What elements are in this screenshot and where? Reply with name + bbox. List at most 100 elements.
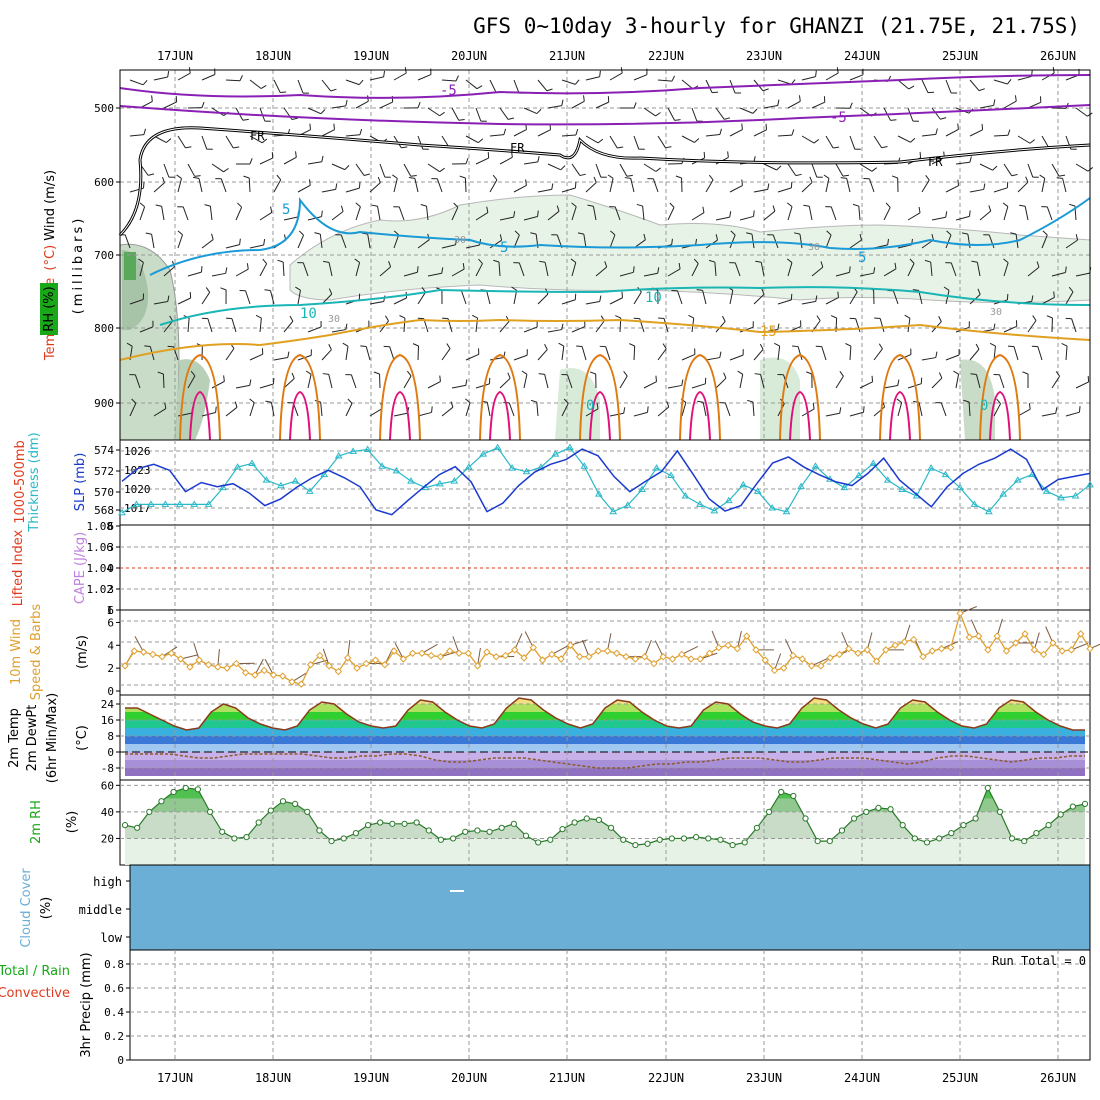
axis-tick-label: 0.6 [104,982,124,995]
wind-barb-shaft [513,184,527,193]
wind-barb-shaft [643,163,657,172]
wind-barb-flag [694,138,700,143]
wind-barb-flag [754,373,761,375]
wind-barb-flag [420,204,427,207]
wind-barb-flag [393,230,400,236]
wind-barb-flag [723,372,727,379]
wind-barb-shaft [955,161,970,165]
wind-barb-flag [261,138,268,144]
wind-barb-shaft [369,76,384,81]
wind10-speed-point [436,653,445,661]
wind-barb-flag [243,175,250,179]
wind-barb-shaft [345,346,349,361]
wind-barb-shaft [379,320,389,333]
wind-barb-shaft [177,135,186,149]
isotherm-25-cell [889,390,911,441]
wind-barb-shaft [451,207,459,221]
wind-barb-shaft [513,129,527,137]
wind-barb-shaft [153,182,165,193]
wind-barb-shaft [702,402,707,417]
wind10-speed-point [464,649,473,657]
wind-barb-flag [583,95,585,102]
wind10-speed-point [446,647,454,655]
wind10-barb [903,624,911,643]
precip-gridlines [130,950,1090,1060]
wind-barb-shaft [787,100,801,109]
axis-tick-label: 0 [117,1054,124,1067]
wind10-speed-point [473,662,482,670]
wind-barb-shaft [630,178,635,193]
wind-barb-shaft [873,348,883,361]
wind-barb-flag [556,205,560,212]
wind-barb-flag [1010,232,1017,235]
wind10-speed-point [455,649,463,657]
wind-barb-flag [665,146,672,149]
wind-barb-flag [478,138,484,144]
thickness-point [580,462,589,469]
isotherm-10 [159,286,1091,326]
rh-30-region [289,194,1091,303]
wind-barb-flag [970,373,977,375]
wind-barb-flag [538,373,545,375]
wind10-barb [841,631,850,649]
cloud-frame [129,864,1091,951]
wind-barb-shaft [821,346,827,361]
wind-barb-shaft [797,346,803,361]
wind-barb-flag [681,379,684,386]
wind-barb-flag [358,79,364,85]
wind-barb-flag [1029,139,1036,144]
wind10-speed-point [1012,639,1020,647]
rh-point [292,800,299,808]
wind-barb-shaft [220,178,227,193]
wind-barb-shaft [177,72,191,81]
wind-barb-shaft [969,188,984,193]
wind-barb-shaft [787,163,797,176]
thickness-point [219,483,228,491]
wind-barb-flag [401,146,408,149]
wind-barb-flag [574,79,580,85]
wind-barb-shaft [417,74,432,81]
rh-point [158,798,165,805]
wind10-barb [970,619,980,637]
wind-barb-flag [511,286,517,291]
top-date-axis: 17JUN 18JUN 19JUN 20JUN 21JUN 22JUN 23JUN 24JUN… [157,49,1076,63]
wind-barb-shaft [547,163,561,171]
thickness-point [305,487,314,494]
wind-barb-flag [561,99,564,106]
wind-barb-flag [320,109,326,115]
wind10-speed-point [909,635,918,644]
wind10-speed-point [130,647,138,655]
wind-barb-shaft [571,206,577,221]
wind-barb-shaft [835,375,844,389]
wind-barb-flag [587,204,594,207]
wind-barb-shaft [945,185,959,193]
wind-barb-shaft [523,107,538,115]
isotherm-25-cell [389,390,411,441]
axis-tick-label: 600 [94,176,114,189]
wind-barb-flag [657,267,660,274]
wind10-speed-point [306,661,315,669]
temp-band [125,712,1085,720]
wind-barb-shaft [892,290,899,305]
wind-barb-flag [450,401,454,408]
wind-barb-shaft [921,133,936,137]
wind10-speed-point [863,646,872,654]
wind-barb-flag [655,112,661,117]
wind-barb-shaft [153,408,167,417]
wind-barb-shaft [417,135,424,150]
wind-barb-shaft [657,348,667,361]
wind-barb-flag [842,174,849,177]
wind10-speed-point [761,656,769,664]
wind-barb-shaft [355,206,361,221]
wind-barb-flag [730,230,736,236]
wind-barb-shaft [849,411,864,417]
bottom-date-label: 26JUN [1040,1071,1076,1085]
wind-barb-shaft [345,79,360,86]
wind-barb-flag [291,117,298,120]
wind-barb-flag [314,232,321,235]
wind-barb-shaft [643,107,656,117]
wind10-speed-point [659,653,667,661]
wind-barb-flag [935,351,938,358]
axis-tick-label: 0 [107,685,114,698]
wind-barb-shaft [855,318,861,333]
